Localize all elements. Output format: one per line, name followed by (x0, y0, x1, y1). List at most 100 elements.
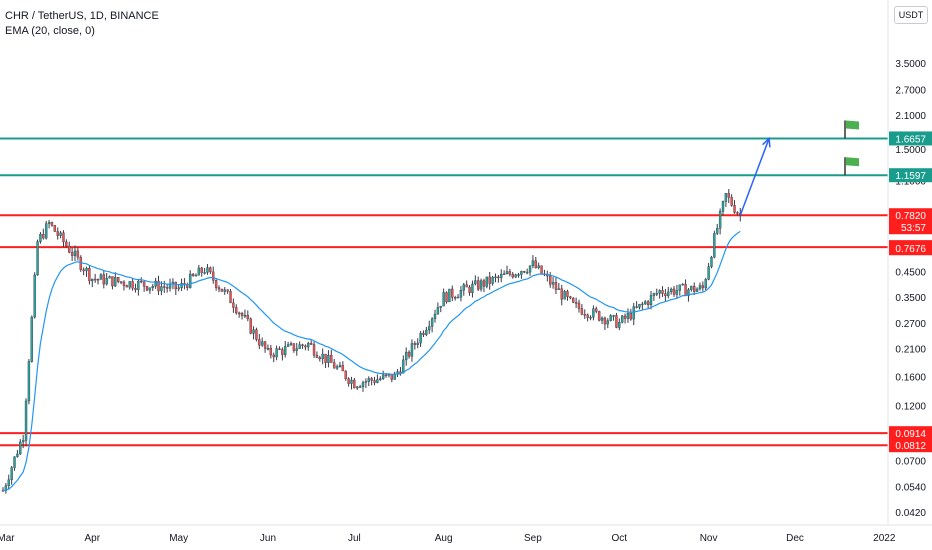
secondary-price-tag: 0.7676 (895, 244, 926, 255)
projection-layer (739, 120, 859, 216)
candle-body (724, 193, 728, 202)
candle-body (675, 290, 679, 295)
candle-body (448, 288, 451, 303)
candle-body (82, 269, 85, 272)
candle-body (580, 308, 584, 315)
candle-body (370, 378, 373, 381)
candle-body (333, 362, 336, 369)
ema-line (2, 230, 741, 492)
candle-body (269, 347, 273, 356)
candle-body (701, 285, 705, 289)
candle-body (589, 316, 592, 319)
y-tick-label: 2.1000 (895, 111, 926, 122)
candle-body (188, 273, 192, 288)
candle-body (212, 271, 215, 281)
candle-body (134, 287, 137, 290)
candle-body (632, 306, 635, 320)
x-tick-label: Jun (260, 533, 276, 544)
candle-body (517, 274, 520, 276)
candle-body (644, 301, 647, 305)
candle-body (477, 280, 480, 290)
candle-body (695, 288, 699, 292)
candle-body (612, 315, 615, 317)
y-tick-label: 0.4500 (895, 267, 926, 278)
candle-body (373, 380, 376, 383)
candle-body (410, 343, 414, 357)
ema-layer (2, 230, 741, 492)
candle-body (140, 280, 143, 283)
candle-body (528, 265, 532, 273)
candle-body (574, 302, 578, 304)
candle-body (520, 271, 523, 275)
candle-body (727, 193, 730, 198)
x-tick-label: Dec (786, 533, 804, 544)
candle-body (154, 280, 157, 287)
candle-body (453, 297, 457, 299)
candle-body (479, 280, 483, 290)
candle-body (350, 379, 353, 384)
candle-body (681, 283, 684, 286)
candle-body (551, 282, 555, 285)
candle-body (439, 305, 442, 308)
candle-body (638, 303, 641, 308)
candle-body (621, 315, 624, 323)
candle-body (471, 283, 474, 293)
candle-body (16, 453, 19, 457)
candle-body (284, 346, 287, 355)
candle-body (549, 275, 552, 285)
candle-body (733, 205, 736, 213)
candle-body (223, 289, 226, 292)
currency-selector[interactable]: USDT (894, 6, 928, 24)
candle-body (623, 315, 627, 319)
candle-body (137, 280, 140, 290)
candle-body (73, 250, 77, 256)
candle-body (436, 307, 440, 315)
candle-body (635, 306, 638, 308)
target-flag-icon (846, 157, 859, 167)
candle-body (122, 281, 126, 286)
countdown-timer: 53:57 (901, 223, 926, 234)
candle-body (289, 343, 293, 345)
candle-body (707, 266, 710, 280)
candle-body (148, 287, 152, 291)
candle-body (194, 275, 198, 277)
candle-body (693, 285, 696, 292)
candle-body (523, 271, 526, 273)
candle-body (704, 279, 707, 289)
candle-body (428, 326, 431, 331)
candle-body (367, 378, 370, 382)
candle-body (338, 365, 342, 367)
candle-body (243, 314, 247, 317)
candle-body (168, 283, 172, 289)
candle-body (10, 467, 13, 481)
candle-body (445, 292, 448, 303)
candle-body (163, 286, 166, 288)
x-tick-label: Oct (612, 533, 628, 544)
candle-body (658, 290, 661, 294)
candle-body (721, 201, 725, 212)
x-tick-label: May (169, 533, 188, 544)
candle-body (42, 234, 45, 239)
x-tick-label: Aug (435, 533, 453, 544)
candle-body (540, 265, 543, 275)
candle-body (335, 366, 339, 369)
candle-body (65, 241, 68, 247)
y-tick-label: 0.2700 (895, 319, 926, 330)
candle-body (716, 228, 719, 234)
candle-body (396, 371, 399, 374)
candle-body (384, 374, 388, 377)
candle-body (615, 315, 618, 328)
candle-body (33, 274, 36, 318)
candle-body (655, 293, 658, 295)
level-price-tag-bg (889, 426, 932, 441)
candle-body (485, 276, 489, 287)
candle-body (537, 265, 540, 268)
y-tick-label: 0.0700 (895, 456, 926, 467)
candle-body (301, 344, 304, 347)
candle-body (298, 344, 301, 349)
candle-body (531, 260, 535, 266)
candle-body (315, 354, 319, 358)
candle-body (474, 280, 477, 285)
candle-body (405, 351, 408, 361)
